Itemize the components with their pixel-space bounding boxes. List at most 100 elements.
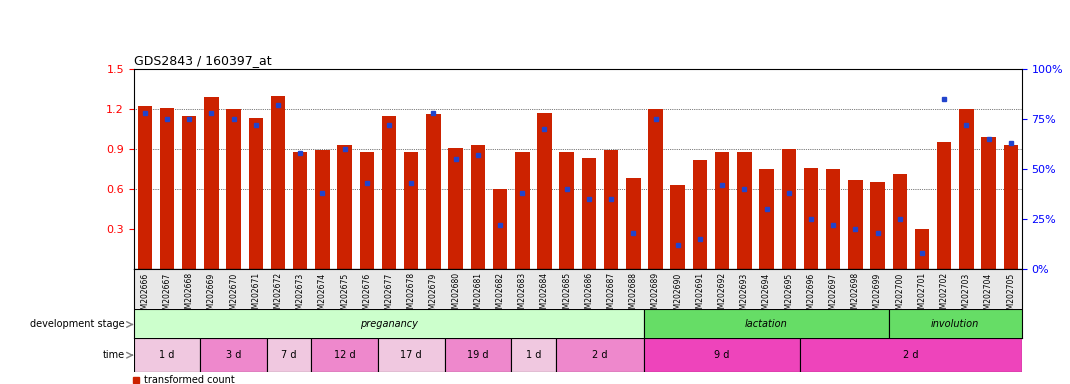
Bar (360, 152, 374, 269)
Bar (159, 108, 174, 269)
Text: GSM202687: GSM202687 (607, 272, 615, 318)
Text: GSM202682: GSM202682 (495, 272, 505, 318)
Text: GSM202673: GSM202673 (295, 272, 305, 318)
Bar (511, 338, 555, 372)
Bar (644, 309, 888, 340)
Text: GSM202677: GSM202677 (384, 272, 394, 318)
Bar (981, 137, 996, 269)
Bar (268, 338, 311, 372)
Bar (337, 145, 352, 269)
Text: GSM202679: GSM202679 (429, 272, 438, 318)
Text: GSM202666: GSM202666 (140, 272, 150, 318)
Bar (227, 109, 241, 269)
Bar (781, 149, 796, 269)
Bar (382, 116, 396, 269)
Text: GDS2843 / 160397_at: GDS2843 / 160397_at (134, 53, 272, 66)
Text: transformed count: transformed count (144, 375, 235, 384)
Bar (603, 150, 618, 269)
Text: GSM202694: GSM202694 (762, 272, 771, 318)
Bar (648, 109, 662, 269)
Text: 7 d: 7 d (281, 350, 296, 360)
Bar (426, 114, 441, 269)
Text: time: time (103, 350, 125, 360)
Text: GSM202674: GSM202674 (318, 272, 327, 318)
Bar (204, 97, 218, 269)
Text: 17 d: 17 d (400, 350, 422, 360)
Bar (915, 229, 929, 269)
Text: 2 d: 2 d (593, 350, 608, 360)
Text: GSM202698: GSM202698 (851, 272, 860, 318)
Bar (293, 152, 307, 269)
Text: GSM202690: GSM202690 (673, 272, 683, 318)
Text: GSM202678: GSM202678 (407, 272, 416, 318)
Text: 9 d: 9 d (715, 350, 730, 360)
Text: GSM202672: GSM202672 (274, 272, 282, 318)
Text: GSM202691: GSM202691 (696, 272, 704, 318)
Text: GSM202670: GSM202670 (229, 272, 239, 318)
Bar (493, 189, 507, 269)
Text: GSM202671: GSM202671 (251, 272, 260, 318)
Bar (555, 338, 644, 372)
Text: involution: involution (931, 319, 979, 329)
Text: GSM202685: GSM202685 (562, 272, 571, 318)
Text: 3 d: 3 d (226, 350, 242, 360)
Text: GSM202702: GSM202702 (939, 272, 949, 318)
Bar (248, 118, 263, 269)
Text: GSM202684: GSM202684 (540, 272, 549, 318)
Text: development stage: development stage (30, 319, 125, 329)
Text: GSM202699: GSM202699 (873, 272, 882, 318)
Bar (134, 309, 644, 340)
Text: GSM202704: GSM202704 (984, 272, 993, 318)
Text: GSM202703: GSM202703 (962, 272, 970, 318)
Text: GSM202696: GSM202696 (807, 272, 815, 318)
Text: GSM202686: GSM202686 (584, 272, 594, 318)
Bar (1004, 145, 1018, 269)
Bar (311, 338, 378, 372)
Bar (445, 338, 511, 372)
Bar (888, 309, 1022, 340)
Text: GSM202692: GSM202692 (718, 272, 727, 318)
Bar (448, 148, 463, 269)
Bar (537, 113, 552, 269)
Bar (760, 169, 774, 269)
Bar (870, 182, 885, 269)
Text: GSM202680: GSM202680 (452, 272, 460, 318)
Bar (138, 106, 152, 269)
Text: lactation: lactation (745, 319, 788, 329)
Text: 1 d: 1 d (159, 350, 174, 360)
Bar (404, 152, 418, 269)
Text: GSM202681: GSM202681 (473, 272, 483, 318)
Text: GSM202688: GSM202688 (629, 272, 638, 318)
Text: GSM202676: GSM202676 (363, 272, 371, 318)
Text: 2 d: 2 d (903, 350, 918, 360)
Bar (134, 269, 1022, 338)
Bar (471, 145, 485, 269)
Bar (892, 174, 907, 269)
Text: GSM202689: GSM202689 (651, 272, 660, 318)
Bar (378, 338, 445, 372)
Text: GSM202683: GSM202683 (518, 272, 526, 318)
Text: GSM202700: GSM202700 (896, 272, 904, 318)
Bar (692, 160, 707, 269)
Text: 1 d: 1 d (525, 350, 541, 360)
Text: GSM202669: GSM202669 (207, 272, 216, 318)
Text: preganancy: preganancy (361, 319, 418, 329)
Text: GSM202705: GSM202705 (1006, 272, 1015, 318)
Text: GSM202693: GSM202693 (739, 272, 749, 318)
Bar (737, 152, 751, 269)
Text: GSM202675: GSM202675 (340, 272, 349, 318)
Bar (582, 158, 596, 269)
Bar (959, 109, 974, 269)
Bar (671, 185, 685, 269)
Text: GSM202701: GSM202701 (917, 272, 927, 318)
Bar (937, 142, 951, 269)
Bar (134, 338, 200, 372)
Text: GSM202668: GSM202668 (185, 272, 194, 318)
Bar (182, 116, 197, 269)
Text: GSM202695: GSM202695 (784, 272, 793, 318)
Text: GSM202667: GSM202667 (163, 272, 171, 318)
Bar (626, 178, 641, 269)
Bar (644, 338, 800, 372)
Bar (200, 338, 268, 372)
Bar (560, 152, 574, 269)
